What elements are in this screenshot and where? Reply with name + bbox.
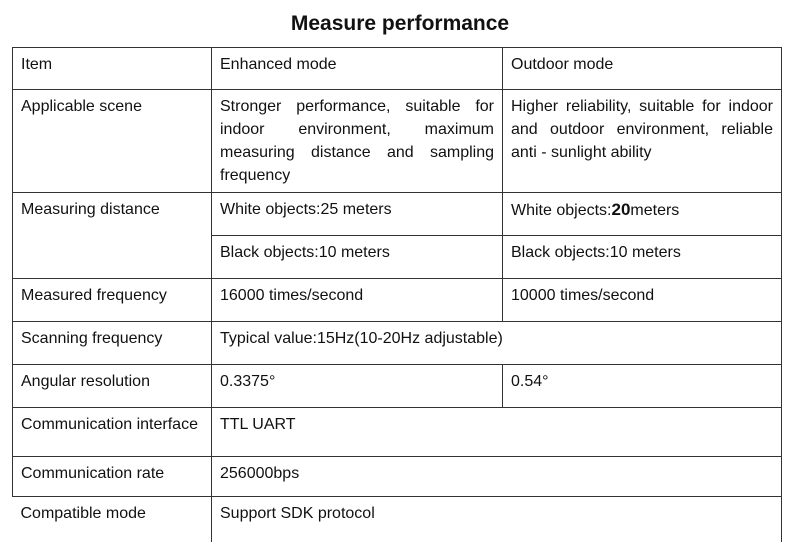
table-row: Angular resolution 0.3375° 0.54°: [12, 364, 782, 408]
header-item: Item: [12, 47, 212, 90]
compatible-mode-value: Support SDK protocol: [211, 496, 782, 542]
table-row: Scanning frequency Typical value:15Hz(10…: [12, 321, 782, 365]
row-label-angular-resolution: Angular resolution: [12, 364, 212, 408]
spec-table: Item Enhanced mode Outdoor mode Applicab…: [12, 47, 782, 542]
header-enhanced-mode: Enhanced mode: [211, 47, 503, 90]
row-label-measuring-distance: Measuring distance: [12, 192, 212, 279]
enhanced-black-objects: Black objects:10 meters: [211, 235, 503, 279]
scanning-frequency-value: Typical value:15Hz(10-20Hz adjustable): [211, 321, 782, 365]
enhanced-white-objects: White objects:25 meters: [211, 192, 503, 236]
outdoor-white-suffix: meters: [630, 202, 680, 219]
row-label-communication-interface: Communication interface: [12, 407, 212, 457]
table-row: Applicable scene Stronger performance, s…: [12, 89, 782, 193]
row-label-compatible-mode: Compatible mode: [12, 496, 212, 542]
outdoor-black-objects: Black objects:10 meters: [502, 235, 782, 279]
communication-rate-value: 256000bps: [211, 456, 782, 497]
row-label-communication-rate: Communication rate: [12, 456, 212, 497]
outdoor-applicable-scene: Higher reliability, suitable for indoor …: [502, 89, 782, 193]
outdoor-white-objects: White objects:20meters: [502, 192, 782, 236]
outdoor-white-prefix: White objects:: [511, 202, 612, 219]
table-row: Communication interface TTL UART: [12, 407, 782, 457]
page-title: Measure performance: [290, 12, 510, 35]
table-row: Measuring distance White objects:25 mete…: [12, 192, 782, 279]
row-label-applicable-scene: Applicable scene: [12, 89, 212, 193]
outdoor-measured-frequency: 10000 times/second: [502, 278, 782, 322]
table-row: Black objects:10 meters Black objects:10…: [13, 235, 782, 279]
enhanced-measured-frequency: 16000 times/second: [211, 278, 503, 322]
outdoor-angular-resolution: 0.54°: [502, 364, 782, 408]
table-header-row: Item Enhanced mode Outdoor mode: [12, 47, 782, 90]
table-row: Measured frequency 16000 times/second 10…: [12, 278, 782, 322]
row-label-measured-frequency: Measured frequency: [12, 278, 212, 322]
outdoor-white-value: 20: [611, 200, 631, 219]
enhanced-applicable-scene: Stronger performance, suitable for indoo…: [211, 89, 503, 193]
table-row: Compatible mode Support SDK protocol: [12, 496, 782, 542]
communication-interface-value: TTL UART: [211, 407, 782, 457]
table-row: Communication rate 256000bps: [12, 456, 782, 497]
header-outdoor-mode: Outdoor mode: [502, 47, 782, 90]
row-label-scanning-frequency: Scanning frequency: [12, 321, 212, 365]
enhanced-angular-resolution: 0.3375°: [211, 364, 503, 408]
